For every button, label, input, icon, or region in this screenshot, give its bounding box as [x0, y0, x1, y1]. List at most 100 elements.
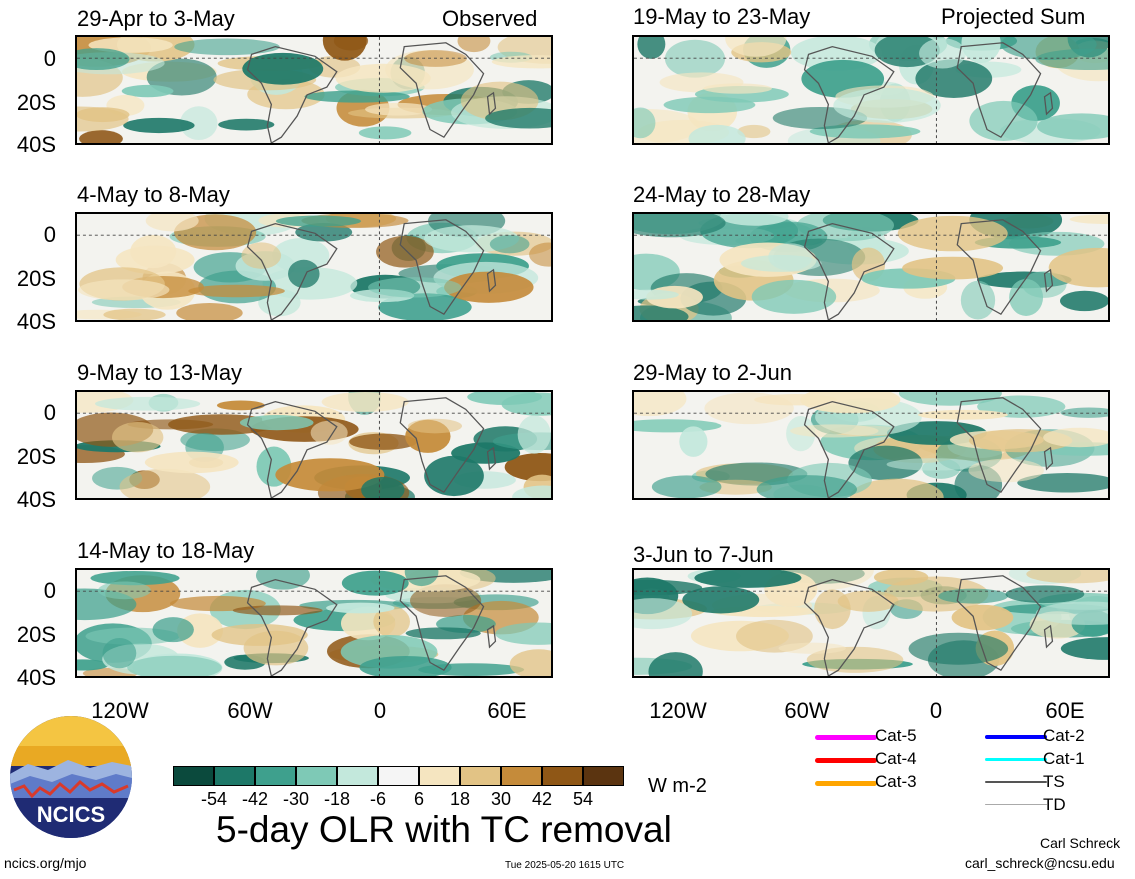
anomaly-blob: [1060, 637, 1108, 660]
colorbar-swatch: [419, 766, 460, 786]
anomaly-blob: [1060, 407, 1108, 418]
colorbar-units: W m-2: [648, 775, 707, 797]
coastline: [956, 42, 1042, 139]
anomaly-blob: [365, 102, 433, 116]
anomaly-blob: [275, 215, 362, 227]
email[interactable]: carl_schreck@ncsu.edu: [965, 855, 1115, 871]
anomaly-blob: [634, 305, 689, 320]
anomaly-blob: [509, 649, 551, 676]
anomaly-blob: [95, 396, 201, 411]
colorbar-label: -30: [282, 789, 309, 809]
anomaly-blob: [501, 392, 551, 416]
anomaly-blob: [322, 37, 367, 61]
anomaly-blob: [349, 433, 418, 450]
cat4-line: [815, 758, 877, 763]
colorbar-swatch: [460, 766, 501, 786]
anomaly-blob: [833, 87, 941, 123]
anomaly-blob: [737, 124, 771, 139]
colorbar-label: -6: [369, 789, 386, 809]
coastline: [486, 624, 497, 649]
anomaly-blob: [960, 280, 996, 320]
anomaly-blob: [634, 419, 722, 433]
anomaly-blob: [837, 590, 899, 612]
legend-label: Cat-2: [1043, 726, 1085, 745]
anomaly-blob: [637, 37, 666, 59]
x-tick-label: 0: [929, 698, 943, 723]
anomaly-blob: [651, 475, 722, 498]
anomaly-blob: [304, 90, 410, 103]
map-panel-projected-2: [632, 212, 1110, 322]
y-tick-label: 0: [43, 222, 56, 247]
anomaly-blob: [485, 107, 551, 129]
anomaly-blob: [1005, 585, 1085, 604]
y-tick-label: 0: [43, 578, 56, 603]
anomaly-blob: [814, 589, 851, 630]
anomaly-blob: [409, 584, 482, 618]
coastline: [246, 45, 338, 143]
anomaly-blob: [407, 418, 463, 434]
coastline: [956, 219, 1042, 316]
coastline: [399, 42, 485, 139]
anomaly-blob: [634, 598, 693, 630]
anomaly-blob: [634, 392, 687, 417]
panel-title: 19-May to 23-May: [633, 4, 811, 29]
anomaly-blob: [174, 38, 280, 56]
anomaly-blob: [77, 48, 130, 71]
x-tick-label: 60W: [227, 698, 273, 723]
anomaly-blob: [188, 284, 285, 298]
anomaly-blob: [97, 581, 151, 600]
anomaly-blob: [424, 455, 484, 497]
anomaly-blob: [918, 409, 1008, 420]
anomaly-blob: [682, 586, 760, 614]
author: Carl Schreck: [1040, 835, 1121, 851]
anomaly-blob: [335, 63, 431, 93]
map-panel-projected-1: [632, 35, 1110, 145]
anomaly-blob: [359, 656, 452, 676]
anomaly-blob: [368, 277, 462, 298]
panel-title: 3-Jun to 7-Jun: [633, 542, 774, 567]
panel-title: 9-May to 13-May: [77, 360, 243, 385]
colorbar-swatch: [583, 766, 624, 786]
anomaly-blob: [152, 617, 194, 643]
legend-label: Cat-1: [1043, 749, 1085, 768]
anomaly-blob: [119, 468, 211, 498]
anomaly-blob: [648, 652, 703, 676]
anomaly-blob: [288, 259, 320, 288]
anomaly-blob: [908, 632, 1009, 665]
colorbar-swatch: [296, 766, 337, 786]
colorbar-label: -18: [323, 789, 350, 809]
anomaly-blob: [1035, 601, 1108, 626]
map-panel-observed-3: [75, 390, 553, 500]
anomaly-blob: [902, 256, 1004, 280]
coastline: [803, 222, 895, 320]
anomaly-blob: [341, 570, 409, 596]
coastline: [399, 575, 485, 672]
logo-text: NCICS: [37, 802, 105, 827]
y-tick-label: 40S: [16, 132, 56, 157]
y-tick-label: 0: [43, 400, 56, 425]
coastline: [486, 91, 497, 116]
coastline: [486, 446, 497, 471]
anomaly-blob: [720, 214, 789, 226]
map-panel-projected-3: [632, 390, 1110, 500]
anomaly-blob: [915, 59, 993, 98]
cat2-line: [985, 735, 1047, 739]
coastline: [399, 397, 485, 494]
coastline: [803, 400, 895, 498]
anomaly-blob: [77, 659, 109, 671]
map-panel-observed-2: [75, 212, 553, 322]
anomaly-blob: [886, 458, 980, 471]
legend-label: TD: [1043, 795, 1066, 814]
anomaly-blob: [310, 420, 348, 445]
anomaly-blob: [634, 107, 656, 139]
anomaly-blob: [216, 400, 265, 411]
colorbar-label: 54: [572, 789, 594, 809]
url-link[interactable]: ncics.org/mjo: [4, 855, 87, 871]
anomaly-blob: [790, 424, 879, 438]
y-tick-label: 20S: [16, 266, 56, 291]
colorbar-swatch: [501, 766, 542, 786]
anomaly-blob: [358, 126, 412, 140]
anomaly-blob: [768, 243, 813, 271]
colorbar-label: 6: [413, 789, 424, 809]
anomaly-blob: [968, 458, 1044, 483]
